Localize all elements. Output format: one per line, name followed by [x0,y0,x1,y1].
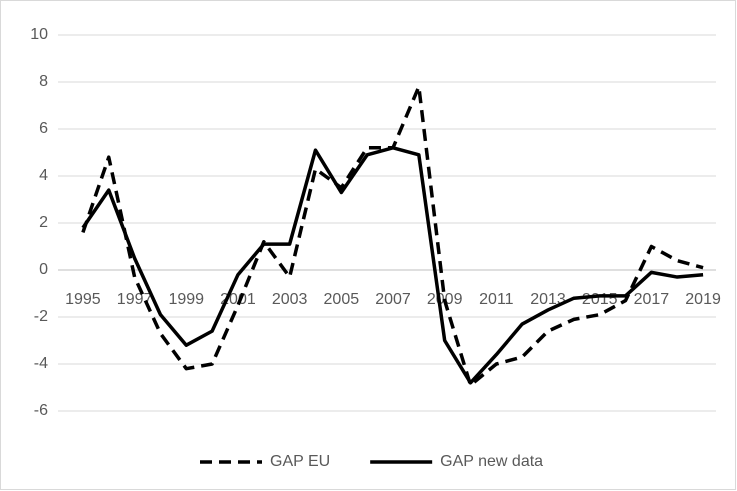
x-tick-label: 2015 [582,291,618,308]
x-tick-label: 1997 [117,291,153,308]
x-tick-label: 2005 [324,291,360,308]
y-tick-label: 4 [39,167,48,184]
legend-label: GAP new data [440,453,543,470]
x-tick-label: 2017 [634,291,670,308]
y-tick-label: 6 [39,120,48,137]
x-tick-label: 1999 [168,291,204,308]
x-tick-label: 2011 [479,291,514,308]
legend-label: GAP EU [270,453,330,470]
y-tick-label: -6 [34,402,48,419]
y-tick-label: 0 [39,261,48,278]
x-tick-label: 1995 [65,291,101,308]
x-tick-label: 2019 [685,291,721,308]
line-series [81,146,704,385]
y-tick-label: -2 [34,308,48,325]
x-tick-label: 2003 [272,291,308,308]
y-tick-label: 8 [39,73,48,90]
x-tick-label: 2007 [375,291,411,308]
y-tick-label: 10 [30,26,48,43]
y-tick-label: 2 [39,214,48,231]
y-tick-label: -4 [34,355,48,372]
